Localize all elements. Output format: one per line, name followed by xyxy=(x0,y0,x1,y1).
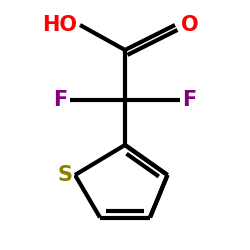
Text: O: O xyxy=(181,15,199,35)
Text: S: S xyxy=(58,165,72,185)
Text: HO: HO xyxy=(42,15,78,35)
Text: F: F xyxy=(53,90,68,110)
Text: F: F xyxy=(182,90,197,110)
